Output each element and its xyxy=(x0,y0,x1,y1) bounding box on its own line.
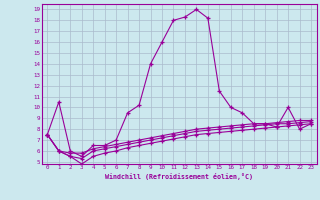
X-axis label: Windchill (Refroidissement éolien,°C): Windchill (Refroidissement éolien,°C) xyxy=(105,173,253,180)
